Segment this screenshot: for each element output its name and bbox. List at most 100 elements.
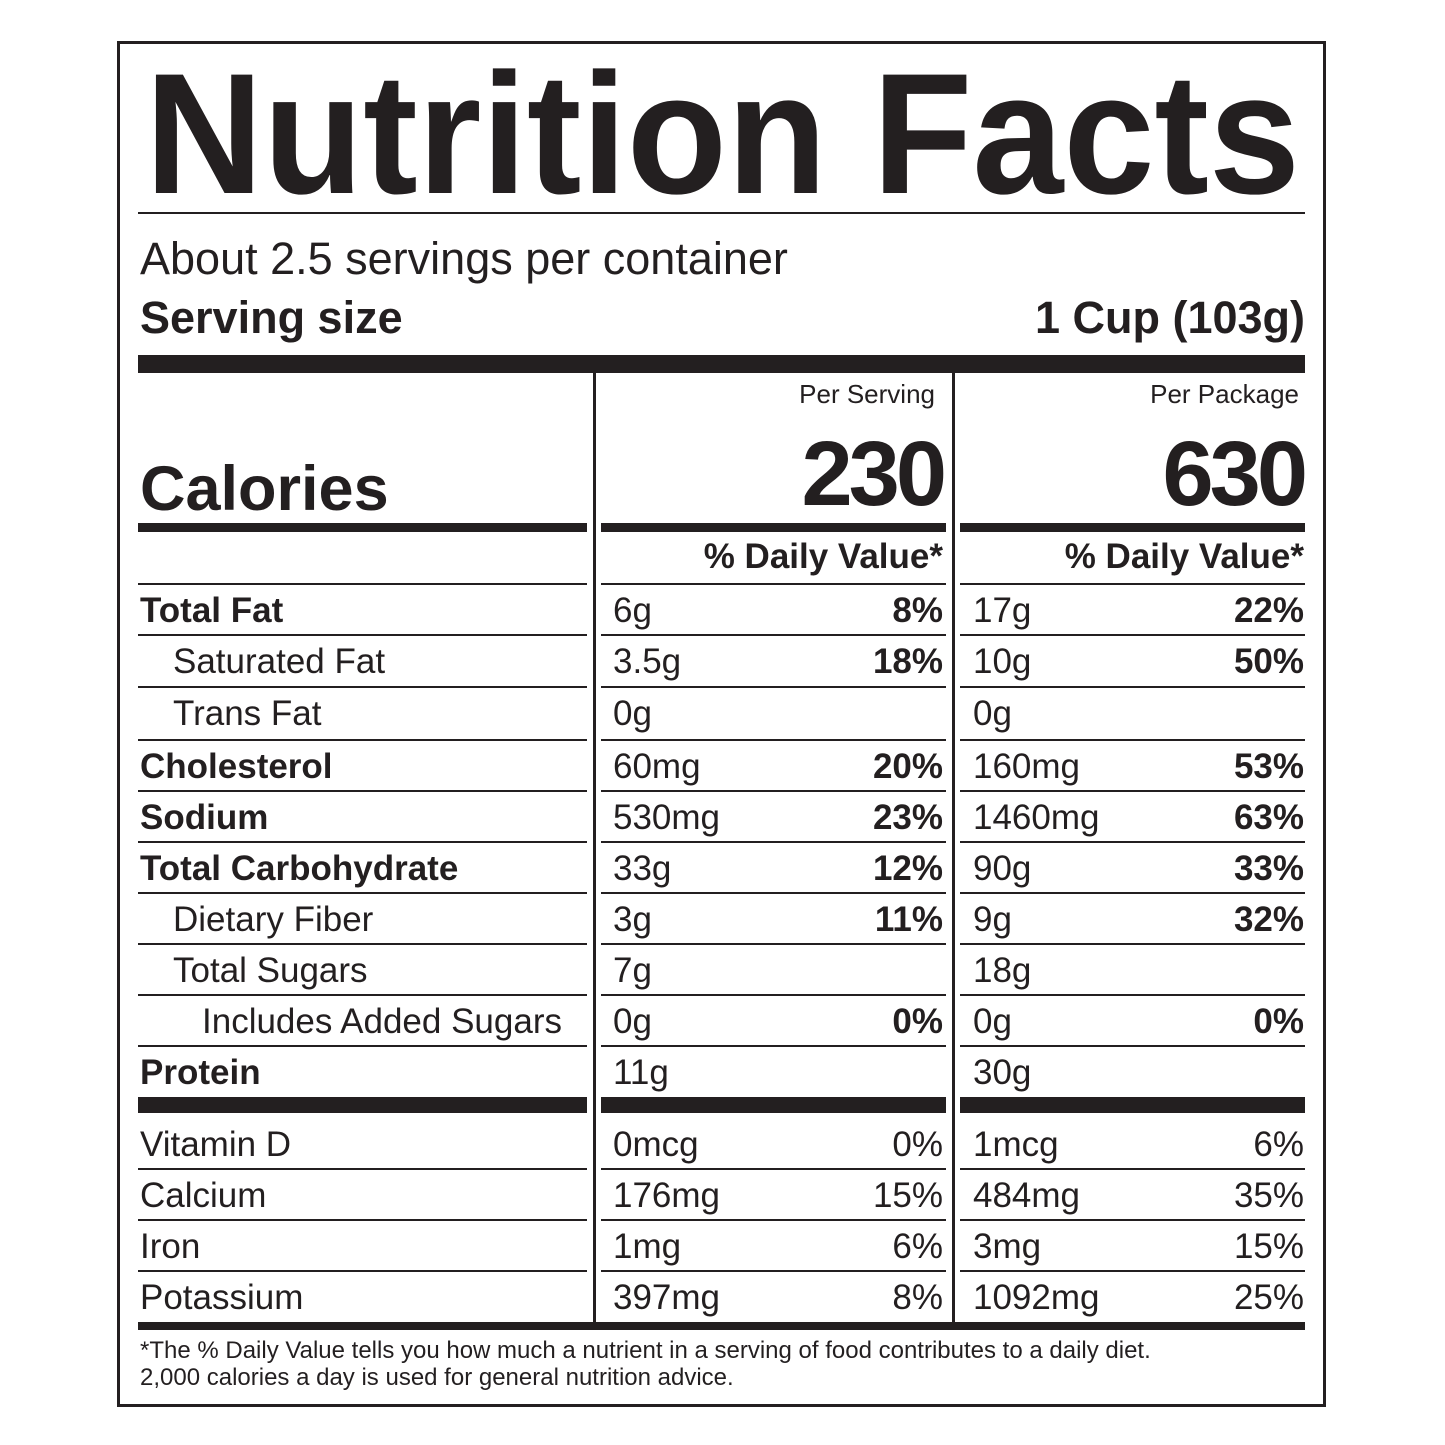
calories-label: Calories <box>140 454 389 524</box>
daily-value-per-serving: 20% <box>872 747 943 786</box>
thick-divider <box>601 1097 946 1113</box>
daily-value-header-serving: % Daily Value* <box>703 537 943 576</box>
per-package-header: Per Package <box>1150 379 1299 409</box>
thick-divider <box>138 1322 1305 1330</box>
daily-value-per-package: 33% <box>1233 849 1304 888</box>
amount-per-package: 1mcg <box>973 1125 1059 1164</box>
daily-value-per-serving: 12% <box>872 849 943 888</box>
amount-per-package: 3mg <box>973 1227 1042 1266</box>
row-divider <box>138 1045 587 1047</box>
daily-value-per-serving: 11% <box>874 900 943 939</box>
row-divider <box>138 1219 587 1221</box>
daily-value-per-serving: 15% <box>872 1176 943 1215</box>
amount-per-serving: 3.5g <box>613 642 682 681</box>
row-divider <box>601 1168 946 1170</box>
daily-value-per-package: 32% <box>1233 900 1304 939</box>
thick-divider <box>960 523 1305 532</box>
footnote-line-2: 2,000 calories a day is used for general… <box>140 1364 734 1391</box>
amount-per-package: 0g <box>973 1002 1012 1041</box>
nutrient-label: Cholesterol <box>140 747 333 786</box>
row-divider <box>960 943 1305 945</box>
row-divider <box>138 1168 587 1170</box>
daily-value-per-serving: 8% <box>892 591 943 630</box>
nutrition-label-border <box>117 41 1326 1407</box>
amount-per-serving: 6g <box>613 591 652 630</box>
column-divider <box>952 373 955 1325</box>
serving-size-value: 1 Cup (103g) <box>1034 292 1305 343</box>
thick-divider <box>138 355 1305 373</box>
nutrient-label: Protein <box>140 1053 261 1092</box>
daily-value-per-package: 25% <box>1233 1278 1304 1317</box>
amount-per-serving: 3g <box>613 900 652 939</box>
amount-per-package: 484mg <box>973 1176 1081 1215</box>
daily-value-per-serving: 23% <box>872 798 943 837</box>
nutrient-label: Total Sugars <box>173 951 368 990</box>
amount-per-package: 90g <box>973 849 1032 888</box>
daily-value-header-package: % Daily Value* <box>1064 537 1304 576</box>
row-divider <box>960 994 1305 996</box>
amount-per-serving: 397mg <box>613 1278 721 1317</box>
amount-per-package: 160mg <box>973 747 1081 786</box>
amount-per-package: 30g <box>973 1053 1032 1092</box>
serving-size-label: Serving size <box>140 292 403 343</box>
daily-value-per-package: 0% <box>1253 1002 1304 1041</box>
amount-per-package: 18g <box>973 951 1032 990</box>
daily-value-per-package: 22% <box>1233 591 1304 630</box>
row-divider <box>601 892 946 894</box>
row-divider <box>138 841 587 843</box>
row-divider <box>138 994 587 996</box>
row-divider <box>960 1270 1305 1272</box>
row-divider <box>138 1270 587 1272</box>
row-divider <box>601 943 946 945</box>
row-divider <box>960 739 1305 741</box>
row-divider <box>960 790 1305 792</box>
row-divider <box>138 892 587 894</box>
daily-value-per-package: 6% <box>1253 1125 1304 1164</box>
amount-per-serving: 0g <box>613 694 652 733</box>
nutrient-label: Total Carbohydrate <box>140 849 459 888</box>
row-divider <box>138 943 587 945</box>
amount-per-serving: 33g <box>613 849 672 888</box>
row-divider <box>601 583 946 585</box>
calories-per-package: 630 <box>1162 423 1308 525</box>
row-divider <box>960 1045 1305 1047</box>
amount-per-serving: 11g <box>613 1053 669 1092</box>
row-divider <box>138 739 587 741</box>
row-divider <box>960 841 1305 843</box>
amount-per-serving: 0g <box>613 1002 652 1041</box>
nutrient-label: Total Fat <box>140 591 284 630</box>
row-divider <box>601 1270 946 1272</box>
nutrient-label: Potassium <box>140 1278 304 1317</box>
amount-per-package: 1092mg <box>973 1278 1100 1317</box>
amount-per-serving: 176mg <box>613 1176 721 1215</box>
row-divider <box>960 583 1305 585</box>
nutrient-label: Includes Added Sugars <box>202 1002 562 1041</box>
amount-per-serving: 1mg <box>613 1227 682 1266</box>
nutrient-label: Vitamin D <box>140 1125 292 1164</box>
row-divider <box>138 790 587 792</box>
daily-value-per-package: 50% <box>1233 642 1304 681</box>
amount-per-package: 9g <box>973 900 1012 939</box>
nutrient-label: Saturated Fat <box>173 642 386 681</box>
row-divider <box>960 892 1305 894</box>
row-divider <box>601 841 946 843</box>
title-svg: Nutrition Facts <box>145 60 1300 205</box>
daily-value-per-package: 35% <box>1233 1176 1304 1215</box>
amount-per-package: 1460mg <box>973 798 1100 837</box>
row-divider <box>960 1168 1305 1170</box>
nutrient-label: Dietary Fiber <box>173 900 374 939</box>
amount-per-package: 10g <box>973 642 1032 681</box>
amount-per-serving: 7g <box>613 951 652 990</box>
servings-per-container: About 2.5 servings per container <box>140 233 788 284</box>
per-serving-header: Per Serving <box>799 379 935 409</box>
amount-per-package: 0g <box>973 694 1012 733</box>
row-divider <box>601 1219 946 1221</box>
row-divider <box>601 994 946 996</box>
divider <box>138 212 1305 214</box>
nutrient-label: Sodium <box>140 798 269 837</box>
daily-value-per-serving: 0% <box>892 1002 943 1041</box>
column-divider <box>593 373 596 1325</box>
row-divider <box>960 634 1305 636</box>
amount-per-package: 17g <box>973 591 1032 630</box>
daily-value-per-serving: 18% <box>872 642 943 681</box>
